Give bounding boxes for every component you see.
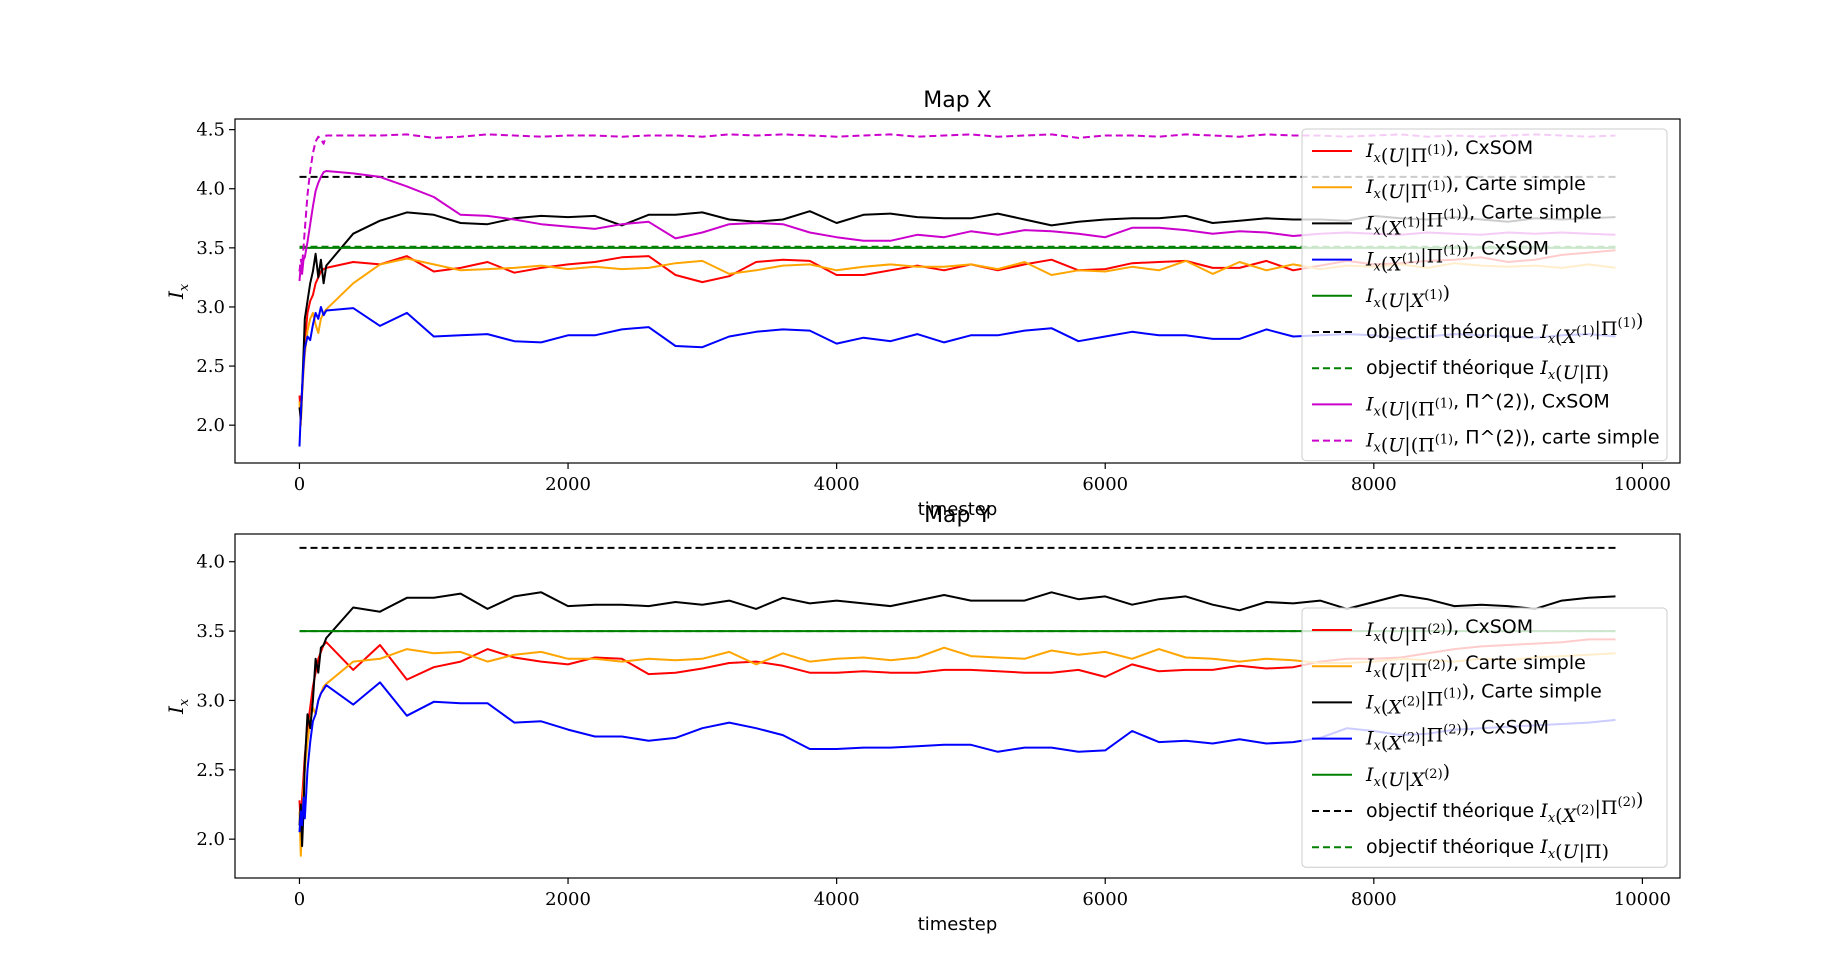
x-tick-label: 6000 — [1082, 889, 1128, 910]
chart-title: Map Y — [924, 503, 991, 528]
x-axis-label: timestep — [918, 914, 998, 935]
subplot-1: Map X 0 2000 4000 6000 8000 10000 2.0 2.5 3.0 3.5 4… — [164, 88, 1681, 520]
y-tick-label: 4.5 — [196, 120, 225, 141]
legend-entry-6: objectif théorique Ix(X(1)|Π(1)) — [1366, 310, 1643, 348]
x-tick-label: 2000 — [545, 474, 591, 495]
legend-box — [1301, 128, 1668, 462]
y-tick-label: 3.0 — [196, 690, 225, 711]
x-tick-label: 10000 — [1614, 474, 1671, 495]
x-tick-label: 4000 — [814, 474, 860, 495]
legend-entry-4: Ix(X(1)|Π(1)), CxSOM — [1365, 238, 1549, 276]
y-tick-label: 3.0 — [196, 297, 225, 318]
legend-entry-1: Ix(U|Π(2)), CxSOM — [1365, 616, 1533, 646]
y-axis-label: Ix — [164, 698, 192, 715]
legend-entry-9: Ix(U|(Π(1), Π^(2)), carte simple — [1365, 427, 1660, 457]
x-tick-label: 6000 — [1082, 474, 1128, 495]
legend-entry-7: objectif théorique Ix(U|Π) — [1366, 357, 1609, 384]
y-tick-label: 4.0 — [196, 552, 225, 573]
legend-entry-8: Ix(U|(Π(1), Π^(2)), CxSOM — [1365, 390, 1610, 420]
y-tick-label: 2.5 — [196, 760, 225, 781]
legend-entry-5: Ix(U|X(1)) — [1365, 282, 1450, 312]
x-tick-label: 0 — [294, 474, 305, 495]
y-tick-label: 2.5 — [196, 356, 225, 377]
x-tick-label: 4000 — [814, 889, 860, 910]
y-tick-label: 4.0 — [196, 179, 225, 200]
x-tick-label: 2000 — [545, 889, 591, 910]
x-axis-label: timestep — [918, 499, 998, 520]
legend-entry-3: Ix(X(1)|Π(1)), Carte simple — [1365, 201, 1602, 239]
subplot-2: Map Y 0 2000 4000 6000 8000 10000 2.0 2.5 3.0 3.5 4… — [164, 503, 1681, 935]
x-tick-label: 8000 — [1351, 474, 1397, 495]
chart-title: Map X — [923, 88, 992, 113]
x-tick-label: 10000 — [1614, 889, 1671, 910]
legend-entry-4: Ix(X(2)|Π(2)), CxSOM — [1365, 717, 1549, 755]
y-axis-label: Ix — [164, 283, 192, 300]
x-tick-label: 0 — [294, 889, 305, 910]
legend-entry-2: Ix(U|Π(1)), Carte simple — [1365, 173, 1586, 203]
legend-entry-1: Ix(U|Π(1)), CxSOM — [1365, 137, 1533, 167]
legend-entry-5: Ix(U|X(2)) — [1365, 761, 1450, 791]
y-tick-label: 2.0 — [196, 415, 225, 436]
y-tick-label: 2.0 — [196, 829, 225, 850]
legend-entry-3: Ix(X(2)|Π(1)), Carte simple — [1365, 680, 1602, 718]
legend-entry-7: objectif théorique Ix(U|Π) — [1366, 836, 1609, 863]
y-tick-label: 3.5 — [196, 238, 225, 259]
y-tick-label: 3.5 — [196, 621, 225, 642]
plot-frame — [234, 533, 1681, 879]
legend: Ix(U|Π(1)), CxSOM Ix(U|Π(1)), Carte simpl… — [1301, 128, 1668, 462]
legend-entry-6: objectif théorique Ix(X(2)|Π(2)) — [1366, 789, 1643, 827]
legend-box — [1301, 607, 1668, 868]
plot-frame — [234, 118, 1681, 464]
legend-entry-2: Ix(U|Π(2)), Carte simple — [1365, 652, 1586, 682]
x-tick-label: 8000 — [1351, 889, 1397, 910]
legend: Ix(U|Π(2)), CxSOM Ix(U|Π(2)), Carte simpl… — [1301, 607, 1668, 868]
